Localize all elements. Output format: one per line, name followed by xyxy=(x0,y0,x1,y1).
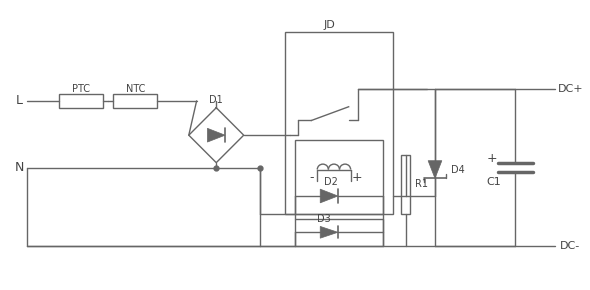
Bar xyxy=(60,93,103,108)
Bar xyxy=(285,32,393,214)
Text: -: - xyxy=(309,171,314,184)
Text: PTC: PTC xyxy=(73,84,90,94)
Polygon shape xyxy=(320,226,338,238)
Text: D3: D3 xyxy=(317,213,331,224)
Text: R1: R1 xyxy=(415,179,428,189)
Text: D1: D1 xyxy=(209,95,223,105)
Text: N: N xyxy=(14,161,24,174)
Text: D4: D4 xyxy=(451,164,464,175)
Polygon shape xyxy=(428,161,442,178)
Text: DC+: DC+ xyxy=(558,84,583,94)
Bar xyxy=(113,93,158,108)
Polygon shape xyxy=(320,189,338,203)
Bar xyxy=(295,140,383,214)
Text: D2: D2 xyxy=(324,177,338,187)
Text: +: + xyxy=(351,171,362,184)
Bar xyxy=(401,155,411,214)
Text: JD: JD xyxy=(323,20,335,30)
Text: NTC: NTC xyxy=(126,84,145,94)
Polygon shape xyxy=(208,128,225,142)
Text: L: L xyxy=(15,94,22,107)
Bar xyxy=(295,219,383,246)
Text: DC-: DC- xyxy=(560,241,581,251)
Text: +: + xyxy=(487,152,497,165)
Text: C1: C1 xyxy=(487,177,502,187)
